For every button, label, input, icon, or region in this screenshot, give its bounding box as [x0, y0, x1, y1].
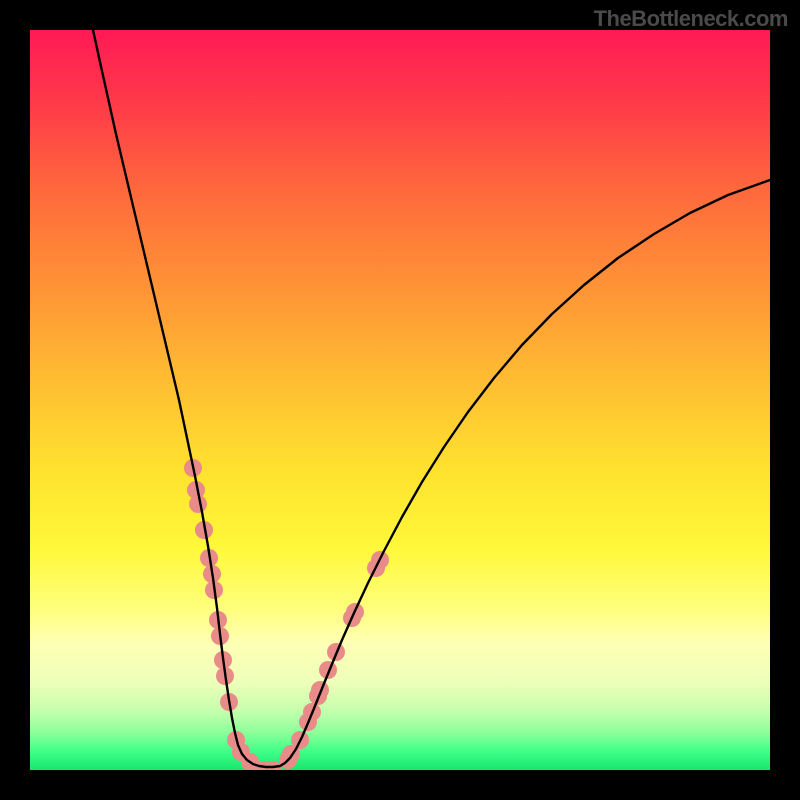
chart-container: TheBottleneck.com	[0, 0, 800, 800]
gradient-background	[30, 30, 770, 770]
watermark-text: TheBottleneck.com	[594, 6, 788, 32]
plot-area	[30, 30, 770, 770]
plot-svg	[30, 30, 770, 770]
